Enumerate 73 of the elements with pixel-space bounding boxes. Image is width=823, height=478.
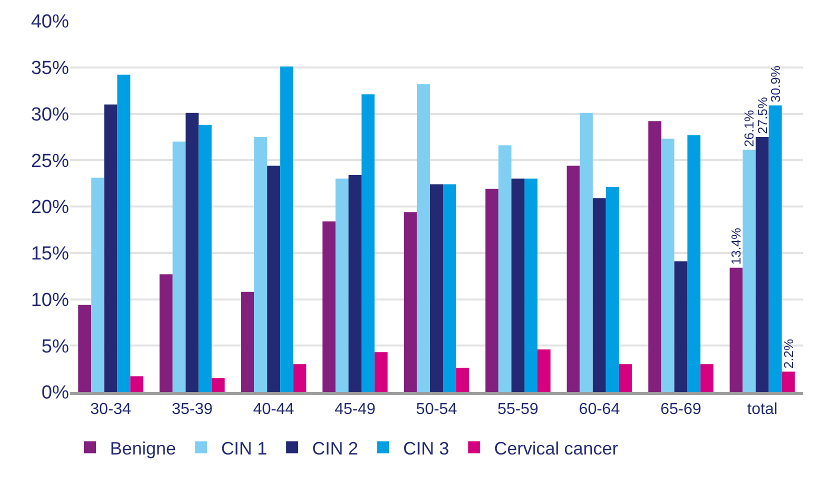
legend-label: Benigne xyxy=(110,438,176,458)
bar xyxy=(430,184,444,392)
y-tick-label: 25% xyxy=(30,150,70,172)
bar xyxy=(362,94,375,392)
bar xyxy=(280,66,294,392)
bar xyxy=(78,304,92,392)
bar xyxy=(348,174,362,392)
y-tick-label: 40% xyxy=(30,12,70,33)
bar xyxy=(674,261,688,392)
bar xyxy=(117,74,130,392)
bar xyxy=(498,145,512,392)
bar xyxy=(756,136,769,392)
data-label: 30.9% xyxy=(768,65,783,102)
bar xyxy=(104,104,118,392)
bar xyxy=(416,84,430,392)
y-tick-label: 20% xyxy=(30,197,70,218)
bar xyxy=(456,368,470,392)
bar xyxy=(404,212,417,392)
x-tick-label: 55-59 xyxy=(497,401,539,418)
bar xyxy=(322,221,336,392)
bar xyxy=(524,178,538,392)
data-label: 26.1% xyxy=(742,110,757,147)
bar xyxy=(592,198,606,392)
bar xyxy=(443,184,456,392)
bar xyxy=(241,292,254,392)
x-tick-label: 45-49 xyxy=(334,401,376,418)
bar xyxy=(374,352,388,392)
bar xyxy=(648,121,662,392)
bar xyxy=(293,364,306,392)
bar xyxy=(198,124,212,392)
bar xyxy=(172,142,186,392)
bar xyxy=(485,188,498,392)
x-tick-label: 50-54 xyxy=(416,401,458,418)
bar xyxy=(606,187,619,392)
bar xyxy=(336,178,349,392)
x-tick-label: 60-64 xyxy=(578,401,620,418)
legend-label: CIN 3 xyxy=(403,438,450,458)
bar xyxy=(742,150,756,392)
bar xyxy=(91,178,104,392)
legend-label: CIN 1 xyxy=(221,438,268,458)
bar xyxy=(537,349,551,392)
bar xyxy=(768,105,782,392)
x-tick-label: 40-44 xyxy=(253,401,294,418)
bar xyxy=(687,135,700,392)
bar xyxy=(212,378,225,392)
y-tick-label: 15% xyxy=(30,244,70,265)
bar xyxy=(782,372,795,392)
bar xyxy=(661,138,674,392)
bar xyxy=(730,268,743,392)
y-tick-label: 0% xyxy=(42,382,70,404)
data-label: 27.5% xyxy=(754,96,770,134)
y-tick-label: 30% xyxy=(30,104,70,126)
x-tick-label: total xyxy=(747,401,778,418)
legend-label: Cervical cancer xyxy=(494,438,618,458)
bar xyxy=(580,112,593,392)
bar xyxy=(254,136,268,392)
x-tick-label: 35-39 xyxy=(172,401,213,418)
bar xyxy=(267,166,280,392)
bar xyxy=(186,112,199,392)
bar xyxy=(618,364,632,392)
bar xyxy=(700,364,714,392)
data-label: 13.4% xyxy=(728,227,744,265)
data-label: 2.2% xyxy=(780,338,796,369)
legend-label: CIN 2 xyxy=(312,438,358,458)
bar xyxy=(566,166,580,392)
bar xyxy=(130,376,144,392)
y-tick-label: 5% xyxy=(42,336,70,358)
bar xyxy=(511,178,524,392)
x-tick-label: 30-34 xyxy=(90,401,132,418)
bar xyxy=(160,274,173,392)
x-tick-label: 65-69 xyxy=(660,401,702,418)
y-tick-label: 35% xyxy=(30,58,70,80)
y-tick-label: 10% xyxy=(30,290,70,311)
